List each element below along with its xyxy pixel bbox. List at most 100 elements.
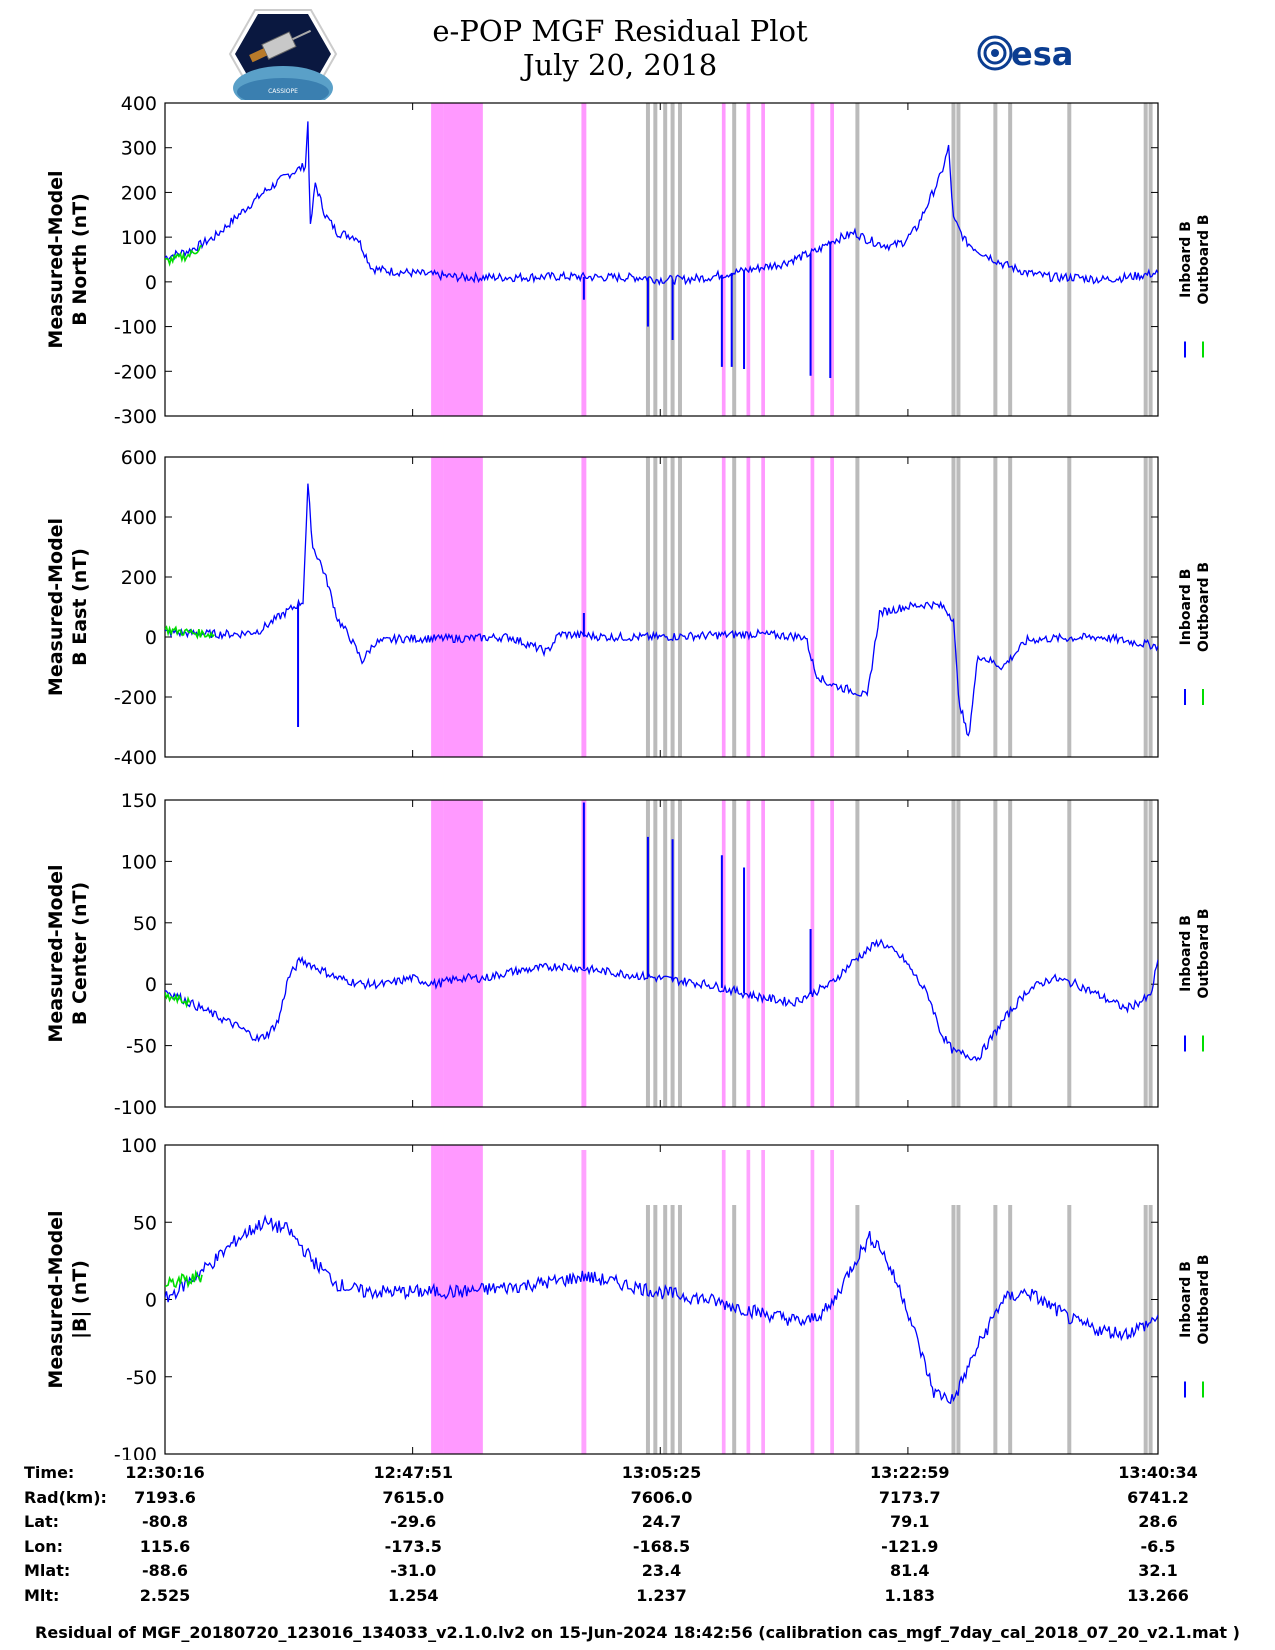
plot-frame (164, 102, 1159, 417)
info-row-value: 2.525 (139, 1585, 191, 1605)
event-band-pink (443, 103, 483, 416)
y-axis-label: Measured-Model B East (nT) (45, 518, 91, 696)
y-tick-label: 100 (121, 227, 157, 249)
cassiope-logo-text: CASSIOPE (268, 88, 298, 95)
event-band-gray (993, 457, 998, 757)
event-band-gray (677, 1205, 682, 1454)
legend-outboard-label: Outboard B (1196, 908, 1212, 998)
info-row-value: 7606.0 (630, 1487, 693, 1507)
esa-logo: esa (977, 35, 1073, 73)
y-tick-label: -200 (114, 361, 157, 383)
info-row-value: 7193.6 (134, 1487, 196, 1507)
event-band-pink (431, 103, 444, 416)
event-band-gray (677, 800, 682, 1107)
info-row-value: 28.6 (1138, 1512, 1178, 1531)
y-axis-label: Measured-Model B Center (nT) (45, 864, 91, 1042)
y-tick-label: 50 (133, 913, 157, 935)
info-row-value: 7615.0 (382, 1487, 445, 1507)
info-row-label: Lat: (24, 1512, 60, 1531)
event-band-gray (855, 457, 860, 757)
legend-outboard-label: Outboard B (1196, 562, 1212, 652)
info-row: Time: 12:30:16 12:47:51 13:05:25 13:22:59 13:… (0, 1463, 1275, 1487)
info-row-value: -121.9 (881, 1536, 939, 1556)
event-band-pink (810, 103, 815, 416)
y-axis-label: Measured-Model |B| (nT) (45, 1210, 91, 1388)
event-band-gray (663, 103, 668, 416)
event-band-pink (721, 457, 726, 757)
legend-inboard-label: Inboard B (1178, 221, 1194, 298)
event-band-pink (746, 1150, 751, 1454)
event-band-gray (956, 1205, 961, 1454)
y-tick-label: 400 (121, 93, 157, 115)
info-row-value: 79.1 (890, 1512, 930, 1531)
event-band-gray (670, 103, 675, 416)
event-band-gray (1148, 457, 1153, 757)
event-band-pink (721, 800, 726, 1107)
y-axis-label: Measured-Model B North (nT) (45, 170, 91, 348)
plot-frame (164, 799, 1159, 1108)
event-band-pink (761, 1150, 765, 1454)
event-band-pink (721, 103, 726, 416)
cassiope-logo: CASSIOPE (228, 9, 338, 100)
y-tick-label: 150 (121, 790, 157, 812)
event-band-gray (855, 1205, 860, 1454)
esa-logo-text: esa (1011, 35, 1073, 73)
event-band-gray (993, 1205, 998, 1454)
event-band-gray (677, 457, 682, 757)
legend-inboard-label: Inboard B (1178, 1261, 1194, 1338)
event-band-pink (761, 457, 765, 757)
y-tick-label: -100 (114, 1097, 157, 1119)
panel-3: 150 100 50 0 -50 -100 Measured-Model B Center (… (45, 790, 1212, 1119)
event-band-gray (653, 457, 658, 757)
event-band-gray (855, 800, 860, 1107)
panel-4: 100 50 0 -50 -100 Measured-Model |B| (nT) Inboa… (45, 1135, 1212, 1460)
event-band-pink (761, 103, 765, 416)
event-band-gray (1148, 1205, 1153, 1454)
y-tick-label: -100 (114, 317, 157, 339)
info-row-value: -168.5 (632, 1536, 691, 1556)
event-band-gray (1008, 457, 1013, 757)
event-band-gray (670, 457, 675, 757)
outboard-series-line (165, 992, 191, 1009)
info-row-value: -31.0 (390, 1561, 437, 1580)
info-row-value: 115.6 (139, 1536, 191, 1556)
panel-1: 400 300 200 100 0 -100 -200 -300 Measured-Model B… (45, 93, 1212, 428)
event-band-pink (746, 800, 751, 1107)
event-band-pink (581, 1150, 587, 1454)
event-band-gray (1143, 457, 1148, 757)
y-tick-label: -50 (126, 1367, 157, 1389)
event-band-gray (956, 800, 961, 1107)
legend-outboard-label: Outboard B (1196, 1254, 1212, 1344)
plot-frame (164, 456, 1159, 758)
info-row: Mlat: -88.6 -31.0 23.4 81.4 32.1 (0, 1561, 1275, 1585)
y-tick-label: 0 (145, 1290, 157, 1312)
y-tick-label: 400 (121, 507, 157, 529)
info-row-value: 23.4 (641, 1561, 682, 1580)
event-band-gray (1067, 800, 1072, 1107)
y-tick-label: 200 (121, 182, 157, 204)
event-band-pink (581, 103, 587, 416)
info-row-value: 13:22:59 (869, 1463, 950, 1482)
event-band-gray (653, 800, 658, 1107)
event-band-gray (951, 103, 956, 416)
y-tick-label: -400 (114, 747, 157, 769)
event-band-gray (1067, 103, 1072, 416)
event-band-pink (581, 457, 587, 757)
event-band-gray (951, 1205, 956, 1454)
y-tick-label: 600 (121, 447, 157, 469)
info-row-value: 81.4 (890, 1561, 930, 1580)
event-band-gray (732, 800, 737, 1107)
event-band-pink (431, 457, 444, 757)
residual-chart: 400 300 200 100 0 -100 -200 -300 Measured-Model B… (45, 93, 1212, 1460)
panel-2: 600 400 200 0 -200 -400 Measured-Model B East (… (45, 447, 1212, 769)
chart-title: e-POP MGF Residual Plot July 20, 2018 (380, 14, 860, 82)
legend-outboard-label: Outboard B (1196, 214, 1212, 304)
event-band-gray (956, 103, 961, 416)
info-row-value: 13:40:34 (1118, 1463, 1198, 1482)
info-row-label: Mlat: (24, 1561, 71, 1580)
info-row-value: -88.6 (141, 1561, 189, 1580)
event-band-pink (830, 457, 834, 757)
y-tick-label: 0 (145, 627, 157, 649)
info-row-value: 1.237 (636, 1585, 687, 1605)
inboard-series-line (165, 938, 1158, 1062)
